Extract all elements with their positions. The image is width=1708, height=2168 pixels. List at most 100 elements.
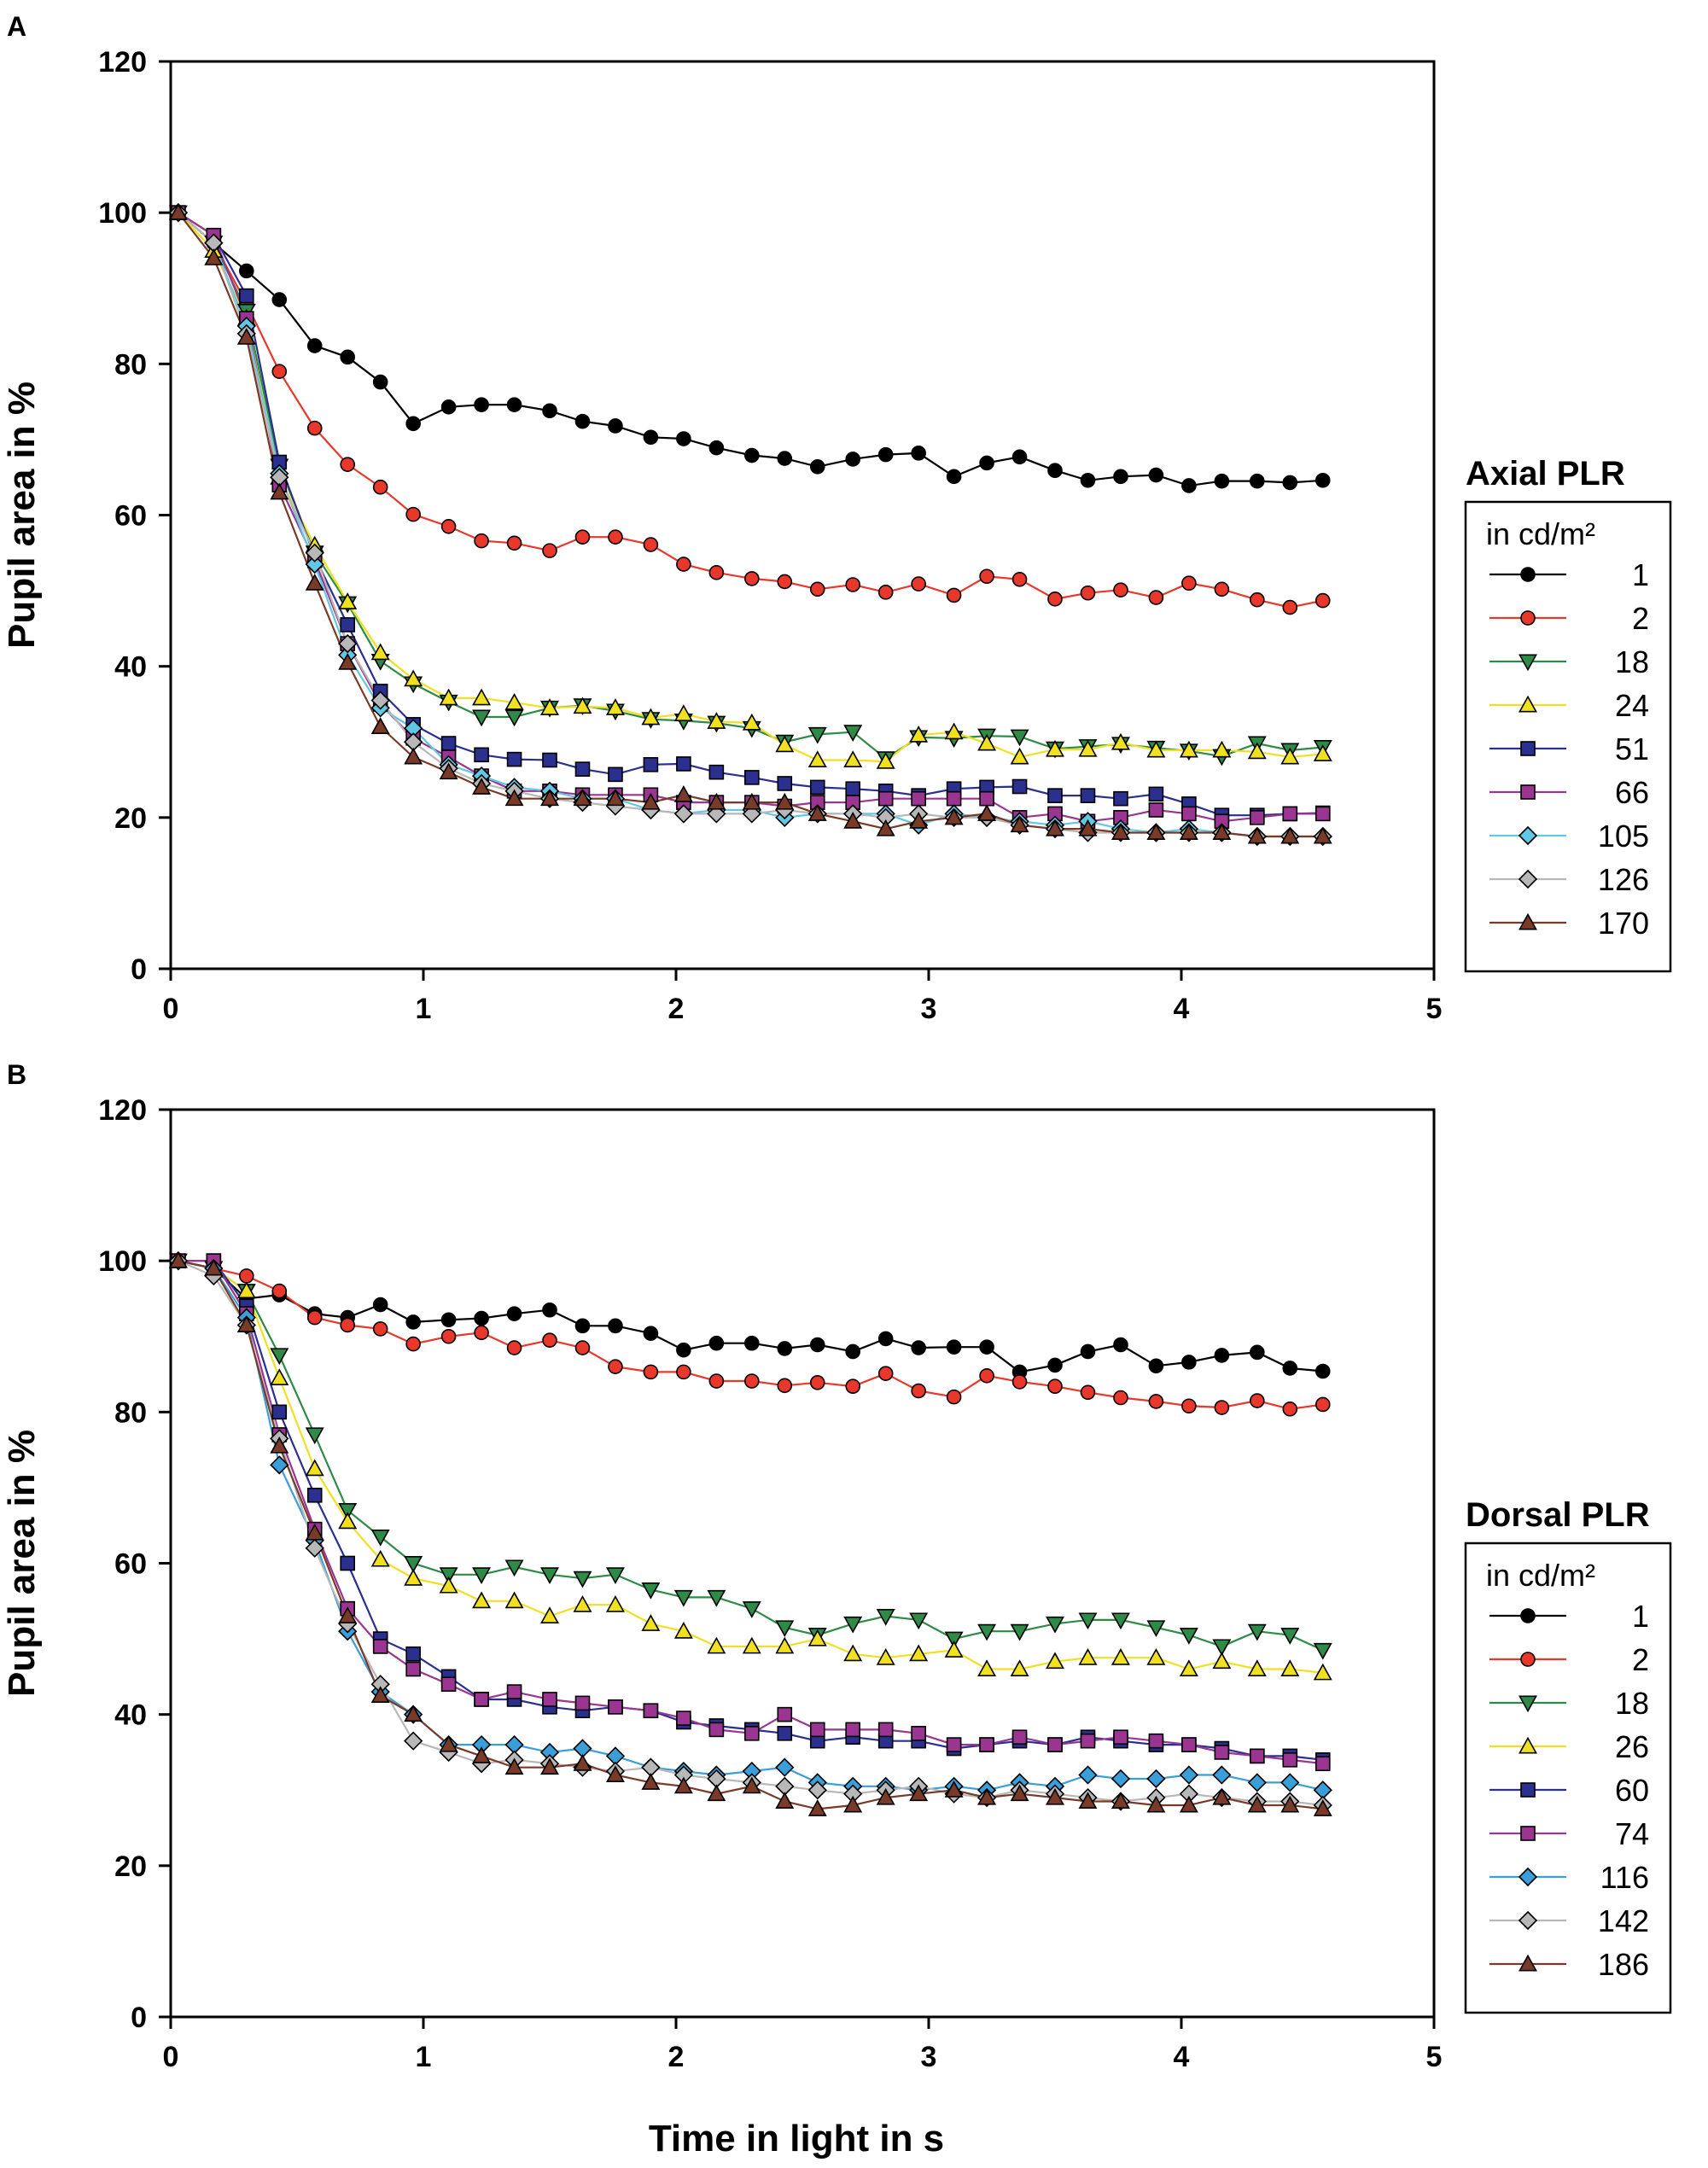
data-point-66 bbox=[911, 790, 926, 807]
data-point-2 bbox=[405, 506, 421, 522]
data-point-26 bbox=[1078, 1647, 1098, 1665]
plot-frame bbox=[169, 60, 1436, 970]
data-point-24 bbox=[707, 712, 726, 729]
x-tick-label: 3 bbox=[921, 2041, 937, 2073]
data-point-74 bbox=[1181, 1737, 1197, 1752]
data-point-186 bbox=[673, 1776, 693, 1794]
y-tick-label: 20 bbox=[114, 1850, 147, 1883]
y-tick-label: 20 bbox=[114, 802, 147, 835]
data-point-24 bbox=[876, 752, 895, 769]
data-point-2 bbox=[1315, 1396, 1331, 1413]
data-point-186 bbox=[707, 1784, 726, 1802]
data-point-74 bbox=[1315, 1756, 1331, 1772]
data-point-51 bbox=[238, 288, 254, 304]
panel-b-chart: 0 20 40 60 80 100 120 0 1 2 3 4 5 Pupil area in % Dors… bbox=[1, 1094, 1672, 2073]
legend-entry-126: 126 bbox=[1598, 862, 1649, 897]
data-point-170 bbox=[641, 792, 661, 810]
data-point-74 bbox=[743, 1726, 760, 1741]
data-point-24 bbox=[1280, 747, 1300, 765]
x-tick-label: 1 bbox=[416, 993, 432, 1025]
data-point-1 bbox=[708, 1335, 725, 1351]
data-point-18 bbox=[1179, 1628, 1198, 1645]
data-point-18 bbox=[1046, 1616, 1064, 1634]
legend-marker-2 bbox=[1520, 1652, 1536, 1667]
data-point-2 bbox=[1282, 1401, 1298, 1417]
data-point-170 bbox=[370, 717, 390, 735]
data-point-1 bbox=[1181, 1355, 1197, 1370]
data-point-2 bbox=[372, 479, 388, 495]
data-point-2 bbox=[542, 1332, 557, 1348]
data-point-170 bbox=[876, 819, 895, 836]
data-point-170 bbox=[305, 573, 324, 591]
data-point-74 bbox=[405, 1661, 421, 1677]
data-point-2 bbox=[777, 1378, 793, 1394]
data-point-24 bbox=[472, 688, 492, 706]
data-point-2 bbox=[340, 457, 356, 472]
data-point-74 bbox=[474, 1692, 489, 1707]
data-point-186 bbox=[305, 1523, 324, 1541]
data-point-51 bbox=[506, 751, 522, 767]
data-point-18 bbox=[370, 1530, 390, 1547]
data-point-2 bbox=[271, 364, 288, 379]
data-point-2 bbox=[877, 585, 894, 600]
data-point-186 bbox=[977, 1787, 997, 1805]
data-point-1 bbox=[1250, 1344, 1265, 1361]
data-point-1 bbox=[608, 418, 623, 434]
data-point-170 bbox=[1212, 823, 1232, 841]
data-point-2 bbox=[542, 543, 557, 558]
data-point-2 bbox=[1250, 592, 1265, 608]
legend-unit: in cd/m² bbox=[1486, 516, 1595, 551]
legend-marker-1 bbox=[1520, 1608, 1536, 1623]
legend-entry-2: 2 bbox=[1632, 1642, 1649, 1677]
data-point-2 bbox=[1047, 1378, 1063, 1395]
data-point-1 bbox=[877, 1331, 894, 1347]
data-point-170 bbox=[909, 812, 929, 829]
data-point-26 bbox=[807, 1629, 827, 1646]
data-point-26 bbox=[1179, 1659, 1198, 1676]
data-point-2 bbox=[1214, 1400, 1230, 1415]
data-point-18 bbox=[876, 1609, 895, 1626]
data-point-51 bbox=[809, 779, 825, 796]
data-point-2 bbox=[238, 1268, 254, 1284]
data-point-1 bbox=[440, 399, 457, 415]
data-point-2 bbox=[743, 1373, 760, 1389]
data-point-18 bbox=[1313, 1642, 1332, 1660]
data-point-74 bbox=[1282, 1752, 1298, 1768]
data-point-186 bbox=[1313, 1799, 1332, 1816]
data-point-24 bbox=[338, 592, 358, 609]
data-point-170 bbox=[1046, 819, 1064, 836]
x-tick-label: 4 bbox=[1174, 993, 1190, 1025]
data-point-1 bbox=[979, 455, 994, 471]
data-point-18 bbox=[1010, 729, 1029, 747]
legend-entry-1: 1 bbox=[1632, 1599, 1649, 1634]
legend-entry-66: 66 bbox=[1615, 775, 1649, 810]
data-point-26 bbox=[909, 1644, 929, 1662]
data-point-1 bbox=[1148, 467, 1164, 483]
data-point-74 bbox=[542, 1692, 557, 1707]
data-point-170 bbox=[775, 792, 795, 810]
data-point-186 bbox=[1010, 1784, 1029, 1802]
data-point-1 bbox=[845, 452, 861, 467]
data-point-1 bbox=[1214, 473, 1230, 489]
data-point-2 bbox=[1181, 575, 1197, 592]
data-point-24 bbox=[641, 708, 661, 726]
data-point-24 bbox=[909, 726, 929, 743]
data-point-2 bbox=[911, 1383, 926, 1399]
series-line-2 bbox=[178, 212, 1324, 609]
data-point-1 bbox=[946, 469, 962, 485]
y-tick-label: 60 bbox=[114, 1548, 147, 1581]
data-point-24 bbox=[807, 750, 827, 767]
data-point-1 bbox=[643, 1326, 659, 1342]
data-point-2 bbox=[474, 1325, 489, 1341]
x-tick-label: 2 bbox=[668, 2041, 685, 2073]
data-point-2 bbox=[1011, 571, 1028, 587]
data-point-1 bbox=[574, 413, 591, 429]
x-axis-title: Time in light in s bbox=[649, 2118, 944, 2159]
data-point-18 bbox=[439, 1567, 458, 1585]
data-point-1 bbox=[1113, 469, 1128, 485]
data-point-2 bbox=[708, 565, 725, 580]
data-point-60 bbox=[777, 1726, 793, 1741]
legend-title: Axial PLR bbox=[1466, 455, 1625, 492]
data-point-1 bbox=[676, 1342, 691, 1358]
data-point-186 bbox=[439, 1734, 458, 1752]
